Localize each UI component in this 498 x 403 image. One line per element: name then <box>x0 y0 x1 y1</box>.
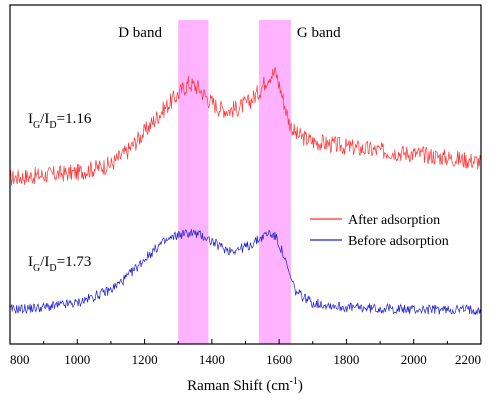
x-tick-label: 2000 <box>401 352 427 367</box>
legend-before-label: Before adsorption <box>348 234 449 249</box>
x-axis-label: Raman Shift (cm-1) <box>187 376 303 394</box>
x-tick-label: 1000 <box>64 352 90 367</box>
x-tick-label: 1200 <box>132 352 158 367</box>
series-line-after <box>9 66 482 186</box>
plot-frame <box>9 4 482 345</box>
intensity-ratio-label-2: IG/ID=1.73 <box>28 254 91 274</box>
band-region-1 <box>178 20 209 344</box>
x-tick-label: 1800 <box>333 352 359 367</box>
band-label-1: D band <box>118 25 162 41</box>
legend: After adsorption Before adsorption <box>310 213 449 249</box>
intensity-ratio-label-1: IG/ID=1.16 <box>28 111 92 131</box>
legend-after-label: After adsorption <box>348 213 440 228</box>
band-highlights <box>178 20 291 344</box>
x-tick-label: 1600 <box>266 352 292 367</box>
x-tick-label: 800 <box>10 352 30 367</box>
x-tick-label: 2200 <box>455 352 481 367</box>
annotations: D band G band IG/ID=1.16 IG/ID=1.73 <box>28 25 341 274</box>
series-line-before <box>9 229 482 316</box>
x-tick-label: 1400 <box>199 352 225 367</box>
band-label-2: G band <box>297 25 341 41</box>
spectra <box>9 66 482 316</box>
x-axis-ticks: 800 1000 1200 1400 1600 1800 2000 2200 <box>9 339 482 367</box>
band-region-2 <box>258 20 291 344</box>
